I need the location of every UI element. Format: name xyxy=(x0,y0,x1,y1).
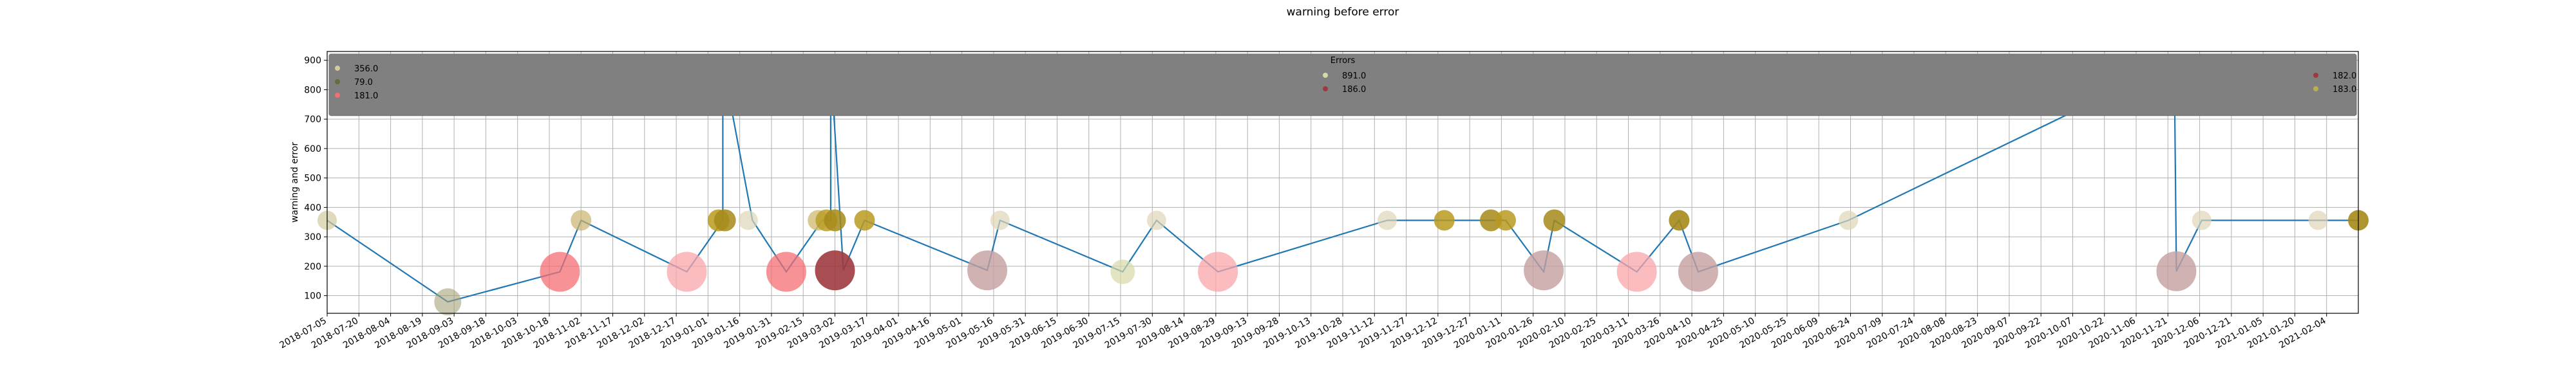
bubble-point xyxy=(667,252,707,292)
bubble-point xyxy=(1377,210,1397,230)
bubble-point xyxy=(967,250,1008,291)
bubble-layer xyxy=(317,60,2369,316)
legend-entry-label: 79.0 xyxy=(354,78,373,87)
chart-title: warning before error xyxy=(1287,6,1399,19)
legend-marker xyxy=(335,79,340,84)
y-axis: 100 200 300 400 500 600 700 800 900 xyxy=(304,56,327,302)
bubble-point xyxy=(1669,210,1690,231)
bubble-point xyxy=(824,209,846,232)
y-axis-label: warning and error xyxy=(290,142,300,223)
legend-marker xyxy=(2313,86,2318,91)
y-tick-label: 200 xyxy=(304,262,321,272)
bubble-point xyxy=(1146,210,1166,230)
legend-title: Errors xyxy=(1331,56,1356,66)
bubble-point xyxy=(1524,250,1564,291)
legend-entry-label: 356.0 xyxy=(354,64,378,74)
bubble-point xyxy=(766,252,806,292)
y-tick-label: 400 xyxy=(304,203,321,213)
legend-marker xyxy=(335,93,340,98)
bubble-point xyxy=(990,210,1010,230)
bubble-point xyxy=(1110,259,1135,284)
x-axis: 2018-07-052018-07-202018-08-042018-08-19… xyxy=(278,313,2328,351)
bubble-point xyxy=(815,250,855,291)
legend-entry-label: 182.0 xyxy=(2333,71,2356,81)
legend-marker xyxy=(1323,86,1328,91)
legend-entry-label: 891.0 xyxy=(1342,71,1366,81)
legend-entry-label: 186.0 xyxy=(1342,85,1366,95)
y-tick-label: 600 xyxy=(304,144,321,154)
legend-marker xyxy=(2313,73,2318,78)
bubble-point xyxy=(2156,251,2197,291)
bubble-point xyxy=(1678,252,1718,292)
bubble-point xyxy=(1434,210,1455,231)
bubble-point xyxy=(714,209,736,232)
legend-entry-label: 183.0 xyxy=(2333,85,2356,95)
bubble-point xyxy=(2192,210,2211,230)
bubble-point xyxy=(1543,209,1566,232)
legend: Errors 356.0 79.0 181.0 891.0 186.0 182.0 183.0 xyxy=(328,53,2357,116)
y-tick-label: 500 xyxy=(304,174,321,184)
bubble-point xyxy=(1839,210,1859,230)
y-tick-label: 800 xyxy=(304,85,321,95)
bubble-point xyxy=(738,210,758,230)
bubble-point xyxy=(854,210,875,231)
bubble-point xyxy=(2308,210,2328,230)
bubble-point xyxy=(1616,252,1657,292)
bubble-point xyxy=(1479,209,1502,232)
y-tick-label: 100 xyxy=(304,291,321,302)
legend-box xyxy=(328,53,2357,116)
y-tick-label: 300 xyxy=(304,232,321,243)
bubble-point xyxy=(1198,252,1238,292)
bubble-point xyxy=(540,252,580,292)
bubble-point xyxy=(434,288,462,316)
y-tick-label: 900 xyxy=(304,56,321,66)
legend-marker xyxy=(1323,73,1328,78)
y-tick-label: 700 xyxy=(304,115,321,125)
legend-entry-label: 181.0 xyxy=(354,91,378,101)
bubble-point xyxy=(571,210,592,231)
legend-marker xyxy=(335,66,340,71)
bubble-point xyxy=(1495,210,1516,231)
